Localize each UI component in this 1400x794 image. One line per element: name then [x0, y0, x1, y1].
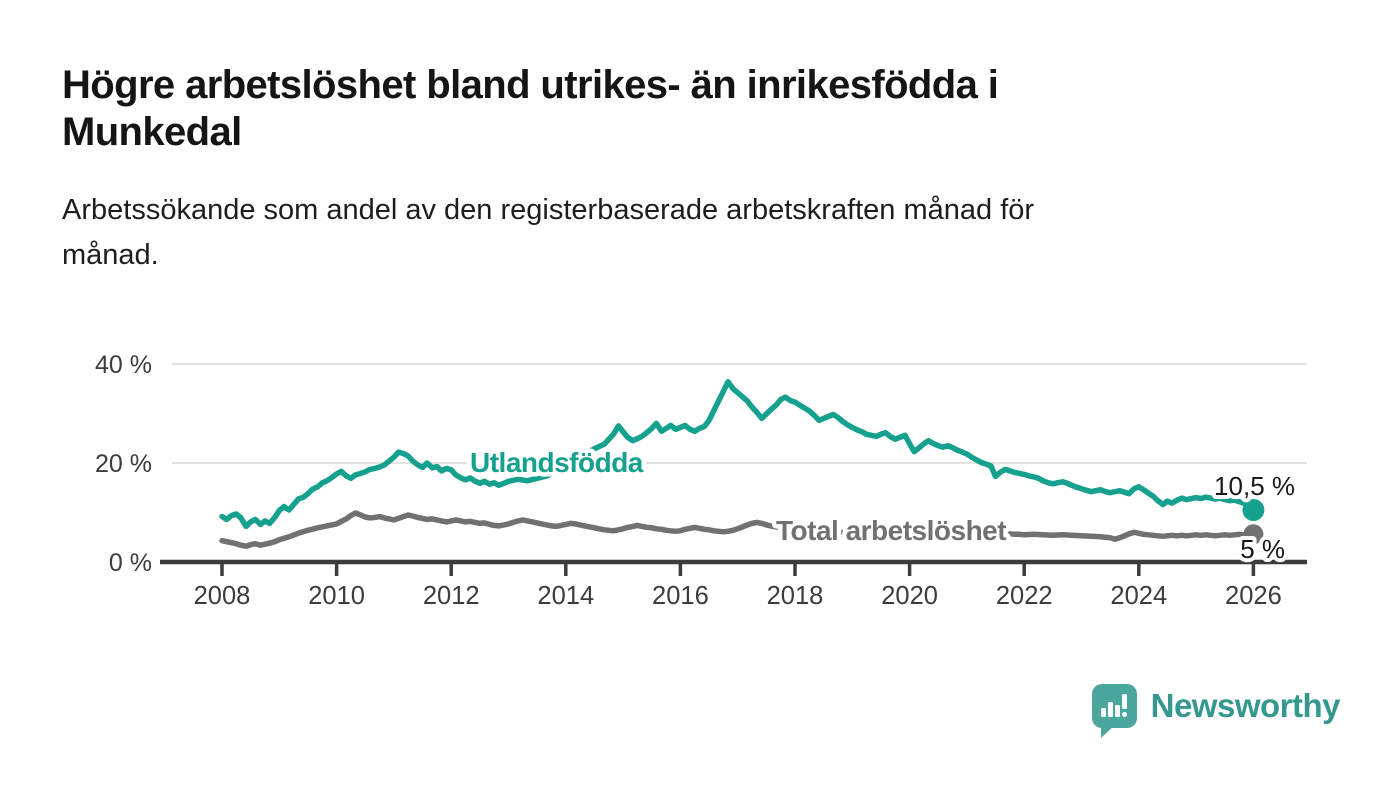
logo-bar-3 [1114, 705, 1120, 717]
newsworthy-wordmark: Newsworthy [1150, 687, 1341, 724]
x-tick-label: 2016 [652, 582, 709, 610]
y-tick-label: 20 % [95, 450, 152, 478]
logo-exclamation-dot [1121, 712, 1127, 717]
x-tick-label: 2010 [308, 582, 365, 610]
series-end-label-utlandsfodda: 10,5 % [1214, 471, 1295, 501]
y-tick-label: 40 % [95, 351, 152, 379]
newsworthy-logo: Newsworthy [1091, 684, 1341, 738]
title-line-2: Munkedal [62, 110, 242, 154]
x-tick-label: 2024 [1110, 582, 1167, 610]
subtitle-line-2: månad. [62, 239, 159, 271]
header: Högre arbetslöshet bland utrikes- än inr… [62, 62, 1262, 278]
series-end-label-total: 5 % [1240, 534, 1285, 564]
page-title: Högre arbetslöshet bland utrikes- än inr… [62, 62, 1262, 156]
series-end-dot-total [1243, 524, 1264, 545]
x-tick-label: 2008 [194, 582, 251, 610]
page-subtitle: Arbetssökande som andel av den registerb… [62, 188, 1262, 278]
series-line-total [219, 510, 1257, 549]
title-line-1: Högre arbetslöshet bland utrikes- än inr… [62, 63, 999, 107]
subtitle-line-1: Arbetssökande som andel av den registerb… [62, 194, 1035, 226]
x-tick-label: 2018 [767, 582, 824, 610]
logo-bar-2 [1107, 702, 1113, 717]
x-tick-label: 2020 [881, 582, 938, 610]
series-label-total: Total arbetslöshet [776, 515, 1006, 546]
y-tick-label: 0 % [109, 549, 152, 577]
x-tick-label: 2022 [996, 582, 1053, 610]
x-tick-label: 2014 [537, 582, 594, 610]
x-tick-label: 2012 [423, 582, 480, 610]
logo-speech-tail [1100, 725, 1115, 738]
logo-bar-1 [1100, 708, 1106, 717]
logo-exclamation-bar [1121, 694, 1127, 709]
x-tick-label: 2026 [1225, 582, 1282, 610]
series-end-dot-utlandsfodda [1242, 499, 1265, 522]
newsworthy-bar-chart-bubble-icon [1091, 684, 1137, 738]
series-label-utlandsfodda: Utlandsfödda [470, 447, 644, 478]
series-line-utlandsfodda [219, 379, 1257, 530]
